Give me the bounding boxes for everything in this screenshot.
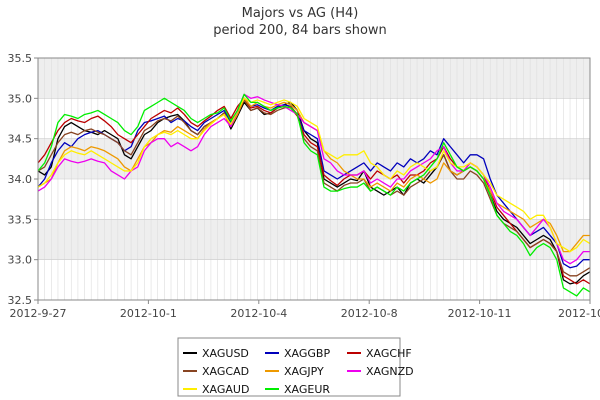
y-tick-label: 34.5	[8, 133, 33, 146]
legend-label: XAGCAD	[202, 365, 249, 378]
y-tick-label: 32.5	[8, 294, 33, 307]
plot-band	[38, 219, 590, 260]
chart-title: Majors vs AG (H4)	[242, 6, 359, 21]
x-tick-label: 2012-10-11	[448, 307, 512, 320]
x-tick-label: 2012-10-15	[558, 307, 600, 320]
series-line-xagusd	[37, 101, 591, 285]
legend-label: XAGNZD	[366, 365, 414, 378]
chart-subtitle: period 200, 84 bars shown	[213, 23, 387, 38]
y-axis-ticks: 32.5 33.0 33.5 34.0 34.5 35.0 35.5	[8, 52, 38, 307]
y-tick-label: 33.5	[8, 213, 33, 226]
plot-frame	[37, 57, 591, 301]
series-line-xagchf	[37, 97, 591, 285]
x-tick-label: 2012-9-27	[10, 307, 67, 320]
x-tick-label: 2012-10-1	[120, 307, 177, 320]
x-tick-label: 2012-10-8	[341, 307, 398, 320]
legend-label: XAGJPY	[284, 365, 324, 378]
y-tick-label: 34.0	[8, 173, 33, 186]
legend-box	[177, 337, 401, 397]
legend-label: XAGCHF	[366, 347, 412, 360]
series-line-xagnzd	[37, 93, 590, 265]
legend-label: XAGGBP	[284, 347, 330, 360]
x-axis-ticks: 2012-9-27 2012-10-1 2012-10-4 2012-10-8 2012…	[10, 300, 600, 320]
legend-label: XAGUSD	[202, 347, 249, 360]
x-tick-label: 2012-10-4	[230, 307, 287, 320]
legend-label: XAGEUR	[284, 383, 330, 396]
y-tick-label: 35.5	[8, 52, 33, 65]
series-lines	[37, 93, 591, 297]
y-tick-label: 33.0	[8, 254, 33, 267]
y-tick-label: 35.0	[8, 92, 33, 105]
legend: XAGUSD XAGGBP XAGCHF XAGCAD XAGJPY XAGNZD XAGA…	[177, 337, 414, 397]
series-line-xageur	[37, 93, 591, 297]
plot-bands	[38, 58, 590, 260]
plot-band	[38, 58, 590, 99]
legend-label: XAGAUD	[202, 383, 249, 396]
series-line-xagaud	[37, 97, 591, 253]
